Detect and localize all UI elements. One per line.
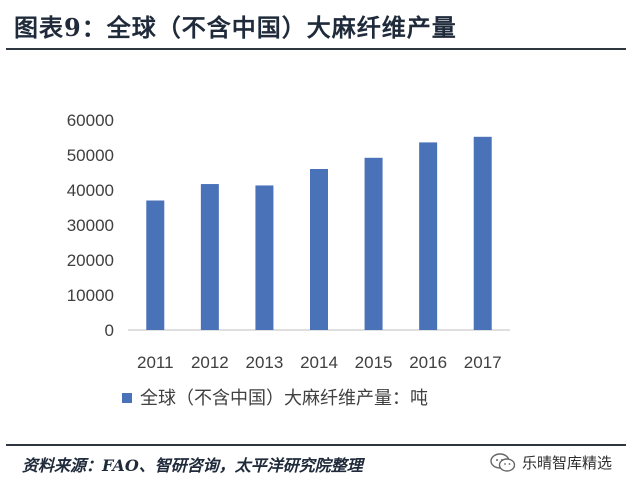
title-bar	[6, 8, 626, 50]
wechat-icon	[490, 452, 516, 472]
bar-chart: 0 10000 20000 30000 40000 50000 60000 2011 2012 2…	[67, 111, 510, 408]
legend-swatch	[122, 393, 132, 403]
x-tick-label: 2014	[300, 353, 338, 372]
bar-2014	[310, 169, 328, 330]
x-tick-label: 2015	[355, 353, 393, 372]
bar-2011	[146, 200, 165, 330]
y-tick-label: 50000	[67, 146, 114, 165]
x-tick-label: 2012	[191, 353, 229, 372]
legend-label: 全球（不含中国）大麻纤维产量：吨	[140, 388, 428, 408]
bar-2015	[364, 157, 383, 330]
y-tick-label: 40000	[67, 181, 114, 200]
watermark-text: 乐晴智库精选	[522, 454, 613, 472]
x-tick-label: 2011	[137, 353, 174, 372]
bar-2017	[473, 136, 492, 330]
x-tick-label: 2013	[246, 353, 284, 372]
y-tick-label: 10000	[67, 286, 114, 305]
y-tick-label: 20000	[67, 251, 114, 270]
bar-2013	[255, 185, 274, 330]
bar-2016	[419, 142, 438, 330]
source-divider	[6, 444, 626, 446]
y-tick-label: 30000	[67, 216, 114, 235]
y-tick-label: 60000	[67, 111, 114, 130]
chart-title: 图表9：全球（不含中国）大麻纤维产量	[14, 13, 457, 42]
x-tick-label: 2016	[409, 353, 447, 372]
source-note: 资料来源：FAO、智研咨询，太平洋研究院整理	[22, 456, 363, 475]
x-tick-label: 2017	[464, 353, 502, 372]
bar-2012	[200, 184, 219, 330]
y-tick-label: 0	[105, 321, 114, 340]
watermark: 乐晴智库精选	[490, 452, 612, 473]
chart-area: 0 10000 20000 30000 40000 50000 60000 2011 2012 2…	[0, 60, 640, 440]
